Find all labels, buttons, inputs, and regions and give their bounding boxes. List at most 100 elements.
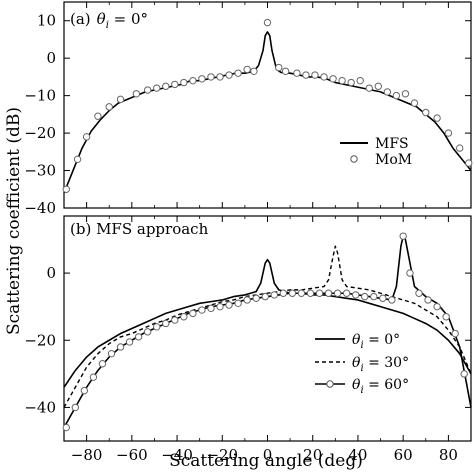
- y-tick-label: −20: [24, 331, 56, 349]
- panel-a-series: [63, 31, 472, 194]
- theta-60-point: [125, 338, 134, 346]
- mom-point: [338, 76, 346, 85]
- theta-60-point: [297, 289, 306, 297]
- x-tick-label: −40: [161, 446, 193, 464]
- theta-60-point: [189, 309, 197, 318]
- y-tick-label: 10: [37, 12, 56, 30]
- theta-60-point: [351, 291, 360, 299]
- x-tick-label: 80: [439, 446, 458, 464]
- mom-point: [105, 103, 113, 111]
- mom-point: [433, 114, 441, 122]
- theta-60-point: [116, 343, 125, 351]
- x-tick-label: 40: [348, 446, 367, 464]
- x-tick-label: 0: [263, 446, 273, 464]
- x-tick-label: −80: [71, 446, 103, 464]
- panel-b-x-tick-labels: −80 −60 −40 −20 0 20 40 60 80: [71, 446, 458, 464]
- mom-point: [225, 71, 233, 79]
- mom-point: [189, 76, 197, 85]
- theta-60-point: [153, 323, 161, 331]
- theta-60-point: [180, 313, 188, 321]
- theta-60-point: [134, 333, 143, 341]
- mom-point: [356, 76, 364, 85]
- mom-point: [365, 84, 373, 92]
- theta-60-point: [424, 296, 432, 304]
- mom-point: [302, 71, 310, 79]
- mom-point: [311, 71, 319, 79]
- panel-b-ticks: [63, 216, 472, 441]
- theta-60-point: [388, 296, 396, 304]
- panel-a-y-tick-labels: 10 0 −10 −20 −30 −40: [24, 12, 56, 217]
- theta-60-point: [415, 289, 423, 297]
- x-tick-label: 60: [394, 446, 413, 464]
- panel-a-label: (a) θi = 0°: [70, 10, 148, 31]
- theta-60-point: [361, 292, 369, 301]
- panel-b-series: [63, 235, 472, 428]
- mom-point: [320, 73, 328, 81]
- mom-point: [62, 185, 70, 193]
- panel-b-y-tick-labels: 0 −20 −40: [24, 264, 56, 416]
- mom-point: [180, 78, 188, 87]
- y-tick-label: 0: [46, 49, 56, 67]
- mom-point: [207, 73, 215, 81]
- panel-a-ticks: [63, 2, 472, 209]
- legend-theta-0-label: θi = 0°: [352, 332, 400, 351]
- theta-60-point: [370, 292, 378, 301]
- x-tick-label: 20: [303, 446, 322, 464]
- theta-60-point: [107, 349, 116, 358]
- mom-point: [243, 65, 251, 74]
- mom-point: [82, 133, 91, 141]
- legend-mfs-label: MFS: [375, 136, 409, 152]
- x-tick-label: −20: [206, 446, 238, 464]
- theta-60-point: [89, 373, 98, 381]
- theta-60-point: [98, 360, 107, 368]
- mom-point: [392, 91, 401, 100]
- mom-point: [162, 82, 170, 90]
- theta-60-point: [451, 329, 459, 338]
- theta-60-point: [162, 319, 170, 328]
- mom-point: [250, 67, 258, 75]
- mom-point: [293, 69, 301, 77]
- series-line-0: [63, 31, 472, 194]
- mom-point: [73, 155, 82, 164]
- mom-point: [234, 69, 242, 77]
- mom-point: [132, 90, 141, 98]
- y-tick-label: −20: [24, 124, 56, 142]
- theta-60-point: [315, 289, 324, 297]
- mom-point: [275, 63, 283, 72]
- mom-point: [410, 99, 419, 107]
- mom-point: [281, 67, 290, 75]
- theta-60-point: [216, 302, 224, 311]
- mom-point: [94, 112, 102, 120]
- theta-60-point: [62, 423, 70, 432]
- panel-a-legend: MFS MoM: [340, 136, 412, 168]
- legend-theta-30-label: θi = 30°: [352, 355, 409, 374]
- panel-b-label: (b) MFS approach: [70, 220, 209, 238]
- mom-point: [422, 108, 430, 117]
- mom-point: [153, 84, 161, 92]
- theta-60-point: [379, 294, 387, 302]
- theta-60-point: [198, 306, 206, 314]
- panel-a: 10 0 −10 −20 −30 −40 (a) θi = 0° MFS MoM: [24, 1, 473, 217]
- mom-point: [329, 75, 337, 83]
- y-tick-label: 0: [46, 264, 56, 282]
- mom-point: [383, 88, 392, 96]
- panel-b: 0 −20 −40 −80 −60 −40 −20 0 20 40 60 80 (b) MFS ap…: [24, 215, 472, 464]
- theta-60-point: [234, 299, 242, 308]
- mom-point: [171, 80, 179, 89]
- legend-theta-60-marker: [326, 380, 334, 388]
- theta-60-point: [460, 370, 468, 378]
- panel-b-markers: [62, 232, 468, 432]
- theta-60-point: [442, 313, 450, 321]
- panel-b-legend: θi = 0° θi = 30° θi = 60°: [315, 332, 409, 396]
- y-tick-label: −30: [24, 162, 56, 180]
- theta-60-point: [243, 296, 251, 304]
- theta-60-point: [406, 269, 414, 277]
- mom-point: [444, 129, 453, 137]
- theta-60-point: [71, 403, 80, 412]
- theta-60-point: [279, 289, 288, 297]
- series-line-0: [63, 258, 472, 388]
- mom-point: [143, 86, 152, 94]
- y-tick-label: −40: [24, 398, 56, 416]
- theta-60-point: [433, 302, 441, 311]
